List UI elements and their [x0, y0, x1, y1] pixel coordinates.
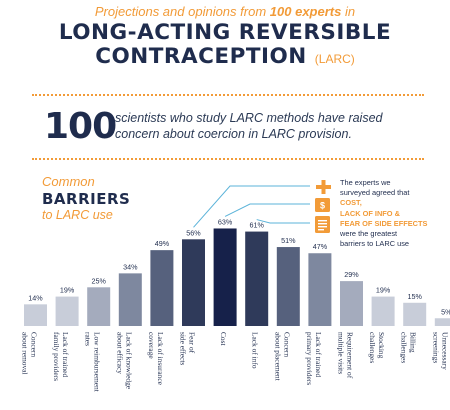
value-label-4: 49% — [155, 239, 170, 248]
connector-fear — [193, 185, 310, 228]
category-label-13: Unnecessaryscreenings — [431, 332, 449, 370]
title-main: CONTRACEPTION — [95, 44, 307, 69]
subtitle-suffix: in — [344, 4, 356, 19]
bar-12 — [403, 302, 427, 326]
divider-top — [32, 94, 424, 96]
callout-text: The experts we surveyed agreed that COST… — [340, 178, 448, 249]
chart-heading-to-larc: to LARC use — [42, 208, 113, 222]
bar-1 — [55, 296, 79, 326]
value-label-8: 51% — [281, 236, 296, 245]
callout-item-cost: COST, — [340, 198, 362, 208]
category-label-4: Lack of insurancecoverage — [147, 332, 165, 386]
title-abbrev: (LARC) — [314, 52, 355, 66]
stat-text: scientists who study LARC methods have r… — [115, 111, 383, 141]
category-label-7: Lack of info — [251, 332, 260, 369]
callout-line4: barriers to LARC use — [340, 239, 410, 249]
plus-icon — [316, 179, 331, 194]
page-title-line2: CONTRACEPTION (LARC) — [0, 44, 450, 69]
value-label-6: 63% — [218, 217, 233, 226]
category-label-6: Cost — [219, 332, 228, 347]
value-label-3: 34% — [123, 262, 138, 271]
category-label-5: Fear ofside effects — [179, 332, 197, 365]
callout-line1: The experts we — [340, 178, 391, 187]
category-label-12: Billingchallenges — [400, 332, 418, 363]
callout-line3: were the greatest — [340, 229, 398, 239]
callout-line2: surveyed agreed that — [340, 188, 410, 198]
bar-11 — [371, 296, 395, 326]
value-label-7: 61% — [250, 221, 265, 230]
bar-6 — [213, 228, 237, 326]
connector-cost — [224, 203, 310, 217]
bar-3 — [118, 273, 142, 326]
header-subtitle: Projections and opinions from 100 expert… — [0, 4, 450, 19]
chart-heading-common: Common — [42, 174, 95, 189]
bar-10 — [340, 281, 363, 326]
bars-group: 14% Concernabout removal 19% Lack of traine… — [21, 217, 450, 393]
subtitle-prefix: Projections and opinions from — [94, 4, 267, 19]
callout-item-fear: FEAR OF SIDE EFFECTS — [340, 218, 428, 228]
value-label-10: 29% — [344, 270, 359, 279]
dollar-icon: $ — [315, 197, 330, 212]
category-label-11: Stockingchallenges — [368, 332, 386, 363]
category-label-3: Lack of knowledgeabout efficacy — [115, 332, 133, 390]
bar-8 — [276, 247, 300, 326]
value-label-13: 5% — [441, 307, 450, 316]
subtitle-bold: 100 experts — [269, 4, 342, 19]
bar-5 — [182, 239, 205, 326]
value-label-11: 19% — [376, 286, 391, 295]
value-label-12: 15% — [408, 292, 423, 301]
category-label-9: Lack of trainedprimary providers — [305, 332, 323, 385]
category-label-8: Concernabout placement — [273, 332, 291, 382]
category-label-1: Lack of trainedfamily providers — [52, 332, 70, 381]
svg-text:$: $ — [320, 201, 325, 211]
document-icon — [315, 216, 330, 233]
bar-9 — [308, 253, 332, 326]
chart-heading-barriers: BARRIERS — [42, 190, 131, 208]
category-label-2: Low reimbursementrates — [84, 332, 102, 393]
divider-bottom — [32, 158, 424, 160]
bar-13 — [434, 318, 450, 326]
category-label-10: Requirement ofmultiple visits — [337, 332, 355, 379]
value-label-1: 19% — [60, 286, 75, 295]
value-label-9: 47% — [313, 242, 328, 251]
bar-2 — [87, 287, 111, 326]
category-label-0: Concernabout removal — [21, 332, 39, 374]
connector-info — [256, 219, 310, 224]
bar-7 — [245, 231, 269, 326]
value-label-2: 25% — [92, 276, 107, 285]
value-label-5: 56% — [186, 228, 201, 237]
value-label-0: 14% — [28, 293, 43, 302]
bar-4 — [150, 250, 174, 326]
stat-number: 100 — [44, 106, 117, 147]
callout-item-info: LACK OF INFO & — [340, 208, 400, 218]
callout-connectors — [193, 185, 310, 228]
page-title-line1: LONG-ACTING REVERSIBLE — [58, 20, 392, 45]
bar-0 — [24, 304, 47, 326]
